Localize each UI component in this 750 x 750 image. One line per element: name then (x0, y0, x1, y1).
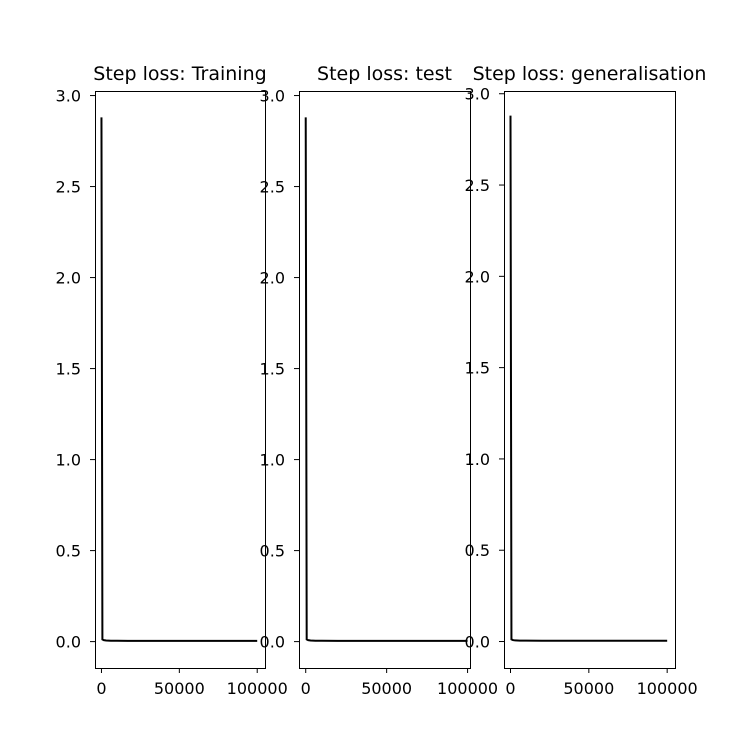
y-tick-label: 0.5 (260, 542, 285, 561)
y-tick-label: 1.5 (260, 360, 285, 379)
x-tick-label: 0 (96, 679, 106, 698)
y-tick-label: 2.0 (260, 269, 285, 288)
y-tick-label: 0.0 (56, 633, 81, 652)
y-tick-label: 3.0 (260, 87, 285, 106)
x-tick-label: 100000 (637, 679, 698, 698)
y-tick-label: 0.0 (465, 633, 490, 652)
axes-frame (504, 91, 676, 669)
y-tick-label: 2.5 (465, 176, 490, 195)
y-tick-label: 3.0 (465, 85, 490, 104)
subplot-3: Step loss: generalisation 0.0 0.5 1.0 1.5 2.0… (465, 63, 707, 698)
axes-frame (299, 91, 471, 669)
chart-title: Step loss: test (317, 63, 452, 85)
x-tick-label: 50000 (563, 679, 614, 698)
x-tick-label: 100000 (227, 679, 288, 698)
x-tick-label: 0 (301, 679, 311, 698)
y-tick-label: 1.0 (465, 450, 490, 469)
y-tick-label: 0.0 (260, 633, 285, 652)
y-tick-label: 2.5 (260, 178, 285, 197)
y-tick-label: 0.5 (56, 542, 81, 561)
x-tick-label: 0 (505, 679, 515, 698)
subplot-1: Step loss: Training 0.0 0.5 1.0 1.5 2.0 2.5 3.0… (56, 63, 288, 698)
x-tick-label: 50000 (361, 679, 412, 698)
y-tick-label: 2.5 (56, 178, 81, 197)
chart-title: Step loss: generalisation (473, 63, 707, 85)
chart-title: Step loss: Training (93, 63, 266, 85)
x-tick-label: 100000 (437, 679, 498, 698)
y-tick-label: 3.0 (56, 87, 81, 106)
series-line-1 (100, 117, 258, 642)
y-tick-label: 2.0 (465, 267, 490, 286)
y-tick-label: 1.5 (56, 360, 81, 379)
y-tick-label: 1.5 (465, 359, 490, 378)
axes-frame (95, 91, 266, 669)
series-line-1 (509, 115, 668, 642)
y-tick-label: 2.0 (56, 269, 81, 288)
x-tick-label: 50000 (154, 679, 205, 698)
series-line-1 (304, 117, 468, 642)
y-tick-label: 0.5 (465, 541, 490, 560)
y-tick-label: 1.0 (56, 451, 81, 470)
subplot-2: Step loss: test 0.0 0.5 1.0 1.5 2.0 2.5 3.0 0 500… (260, 63, 499, 698)
y-tick-label: 1.0 (260, 451, 285, 470)
